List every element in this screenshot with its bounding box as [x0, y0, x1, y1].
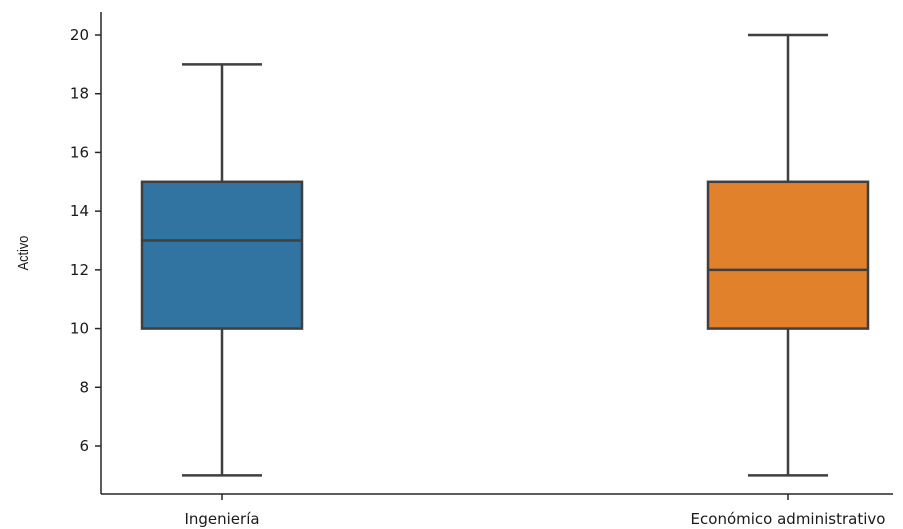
y-tick-label-10: 10 — [70, 320, 89, 338]
y-tick-label-16: 16 — [70, 143, 89, 161]
y-tick-label-14: 14 — [70, 202, 89, 220]
x-tick-label-1: Ingeniería — [184, 510, 259, 528]
y-ticks: 6 8 10 12 14 16 18 20 — [70, 26, 101, 455]
y-axis-label: Activo — [14, 235, 31, 270]
box-1-iqr-box — [140, 180, 304, 330]
x-tick-label-2: Económico administrativo — [691, 510, 886, 528]
y-tick-label-18: 18 — [70, 85, 89, 103]
axes — [100, 12, 893, 495]
box-2 — [706, 33, 870, 477]
y-tick-label-6: 6 — [79, 437, 89, 455]
box-2-iqr-box — [706, 180, 870, 330]
y-tick-label-8: 8 — [79, 378, 89, 396]
x-ticks: Ingeniería Económico administrativo — [184, 494, 885, 528]
y-tick-label-20: 20 — [70, 26, 89, 44]
box-1 — [140, 63, 304, 477]
boxes — [140, 33, 870, 477]
y-tick-label-12: 12 — [70, 261, 89, 279]
